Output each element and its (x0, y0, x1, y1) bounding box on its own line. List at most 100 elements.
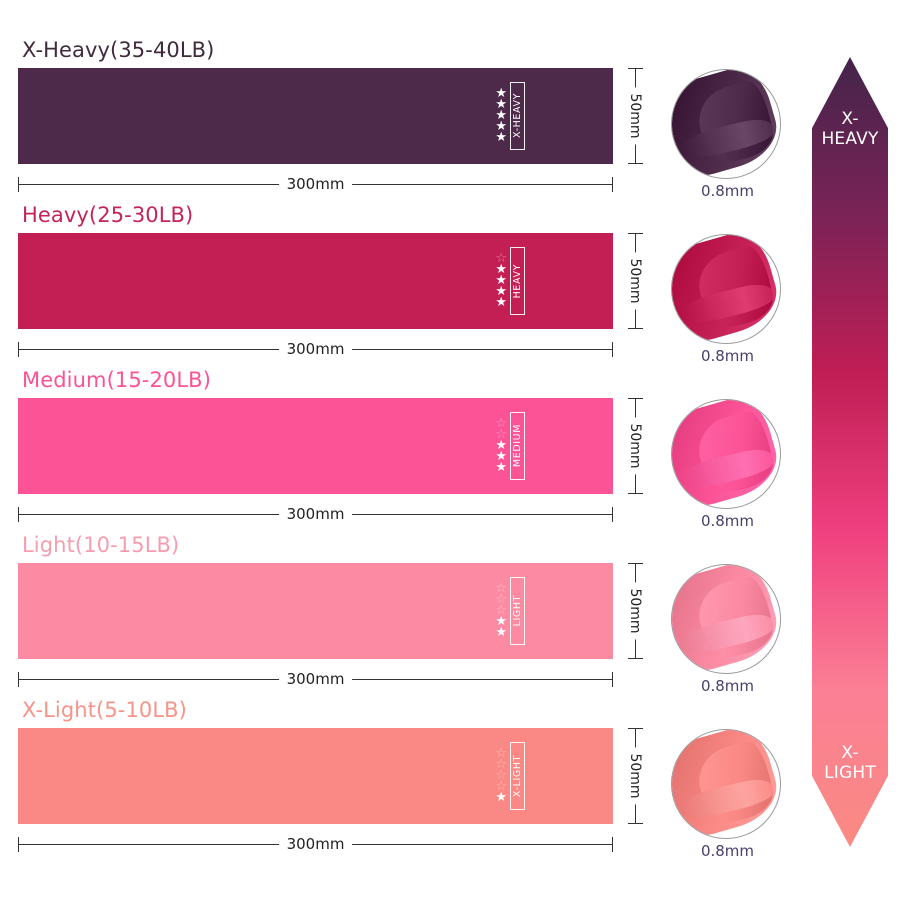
thickness-callout: 0.8mm (660, 230, 795, 395)
band-brand-mark: ★ ★ ★ ★ ★ X-HEAVY (495, 80, 525, 152)
thickness-callout: 0.8mm (660, 725, 795, 890)
band-level-plate-label: X-HEAVY (512, 93, 523, 139)
band-level-plate-label: LIGHT (512, 595, 523, 627)
band-level-plate-label: X-LIGHT (512, 754, 523, 798)
thickness-magnifier-circle (671, 729, 781, 839)
band-title: Medium(15-20LB) (22, 368, 211, 392)
band-star-rating: ☆ ☆ ★ ★ ★ (495, 415, 507, 475)
band-level-plate: X-LIGHT (510, 742, 525, 810)
band-row: Light(10-15LB) ☆ ☆ ☆ ★ ★ LIGHT 300mm 50mm (0, 532, 650, 697)
star-outline-icon: ☆ (495, 756, 507, 772)
band-height-dimension: 50mm (622, 728, 648, 824)
dimension-end-cap (628, 68, 643, 69)
band-height-dimension: 50mm (622, 563, 648, 659)
star-outline-icon: ☆ (495, 580, 507, 596)
band-height-value: 50mm (627, 252, 643, 310)
band-row: X-Heavy(35-40LB) ★ ★ ★ ★ ★ X-HEAVY 300mm 50mm (0, 37, 650, 202)
star-outline-icon: ☆ (495, 591, 507, 607)
star-filled-icon: ★ (495, 789, 507, 805)
band-brand-mark: ☆ ★ ★ ★ ★ HEAVY (495, 245, 525, 317)
dimension-end-cap (18, 837, 19, 852)
thickness-callout: 0.8mm (660, 560, 795, 725)
thickness-value: 0.8mm (700, 347, 755, 365)
band-level-plate: MEDIUM (510, 412, 525, 480)
band-height-value: 50mm (627, 417, 643, 475)
dimension-end-cap (18, 342, 19, 357)
star-filled-icon: ★ (495, 448, 507, 464)
band-title: Light(10-15LB) (22, 533, 180, 557)
dimension-end-cap (628, 728, 643, 729)
star-filled-icon: ★ (495, 129, 507, 145)
band-brand-mark: ☆ ☆ ☆ ☆ ★ X-LIGHT (495, 740, 525, 812)
star-outline-icon: ☆ (495, 767, 507, 783)
dimension-end-cap (628, 493, 643, 494)
thickness-magnifier-circle (671, 234, 781, 344)
star-outline-icon: ☆ (495, 778, 507, 794)
band-width-dimension: 300mm (18, 503, 613, 527)
band-height-value: 50mm (627, 747, 643, 805)
star-filled-icon: ★ (495, 96, 507, 112)
thickness-callout: 0.8mm (660, 65, 795, 230)
star-outline-icon: ☆ (495, 745, 507, 761)
dimension-end-cap (18, 672, 19, 687)
star-filled-icon: ★ (495, 624, 507, 640)
dimension-end-cap (628, 163, 643, 164)
dimension-end-cap (628, 328, 643, 329)
star-filled-icon: ★ (495, 272, 507, 288)
resistance-band-strip: ☆ ☆ ★ ★ ★ MEDIUM (18, 398, 613, 494)
star-filled-icon: ★ (495, 261, 507, 277)
star-filled-icon: ★ (495, 283, 507, 299)
resistance-band-strip: ☆ ★ ★ ★ ★ HEAVY (18, 233, 613, 329)
resistance-band-strip: ☆ ☆ ☆ ★ ★ LIGHT (18, 563, 613, 659)
band-row: Medium(15-20LB) ☆ ☆ ★ ★ ★ MEDIUM 300mm 50mm (0, 367, 650, 532)
band-level-plate: LIGHT (510, 577, 525, 645)
dimension-end-cap (628, 658, 643, 659)
band-width-dimension: 300mm (18, 173, 613, 197)
resistance-band-strip: ★ ★ ★ ★ ★ X-HEAVY (18, 68, 613, 164)
thickness-value: 0.8mm (700, 842, 755, 860)
dimension-end-cap (612, 672, 613, 687)
band-level-plate: HEAVY (510, 247, 525, 315)
dimension-end-cap (628, 823, 643, 824)
thickness-column: 0.8mm 0.8mm 0.8mm 0.8mm 0.8mm (660, 0, 795, 900)
star-outline-icon: ☆ (495, 250, 507, 266)
band-level-plate: X-HEAVY (510, 82, 525, 150)
band-width-dimension: 300mm (18, 668, 613, 692)
dimension-end-cap (18, 177, 19, 192)
bands-column: X-Heavy(35-40LB) ★ ★ ★ ★ ★ X-HEAVY 300mm 50mm Hea… (0, 37, 650, 857)
band-width-value: 300mm (278, 173, 353, 195)
star-filled-icon: ★ (495, 294, 507, 310)
band-star-rating: ☆ ☆ ☆ ★ ★ (495, 580, 507, 640)
star-outline-icon: ☆ (495, 415, 507, 431)
band-level-plate-label: MEDIUM (512, 424, 523, 468)
dimension-end-cap (612, 177, 613, 192)
star-filled-icon: ★ (495, 85, 507, 101)
band-height-value: 50mm (627, 87, 643, 145)
star-filled-icon: ★ (495, 107, 507, 123)
star-filled-icon: ★ (495, 437, 507, 453)
thickness-magnifier-circle (671, 399, 781, 509)
star-filled-icon: ★ (495, 459, 507, 475)
dimension-end-cap (628, 398, 643, 399)
star-outline-icon: ☆ (495, 602, 507, 618)
star-filled-icon: ★ (495, 613, 507, 629)
dimension-end-cap (612, 342, 613, 357)
thickness-callout: 0.8mm (660, 395, 795, 560)
star-outline-icon: ☆ (495, 426, 507, 442)
band-height-value: 50mm (627, 582, 643, 640)
band-height-dimension: 50mm (622, 233, 648, 329)
band-title: X-Heavy(35-40LB) (22, 38, 215, 62)
band-width-value: 300mm (278, 338, 353, 360)
band-level-plate-label: HEAVY (512, 263, 523, 299)
thickness-value: 0.8mm (700, 182, 755, 200)
arrow-bottom-label: X- LIGHT (824, 743, 876, 783)
band-brand-mark: ☆ ☆ ★ ★ ★ MEDIUM (495, 410, 525, 482)
star-filled-icon: ★ (495, 118, 507, 134)
band-width-dimension: 300mm (18, 833, 613, 857)
band-width-dimension: 300mm (18, 338, 613, 362)
dimension-end-cap (612, 507, 613, 522)
band-height-dimension: 50mm (622, 398, 648, 494)
band-title: Heavy(25-30LB) (22, 203, 194, 227)
band-width-value: 300mm (278, 503, 353, 525)
band-star-rating: ☆ ★ ★ ★ ★ (495, 250, 507, 310)
